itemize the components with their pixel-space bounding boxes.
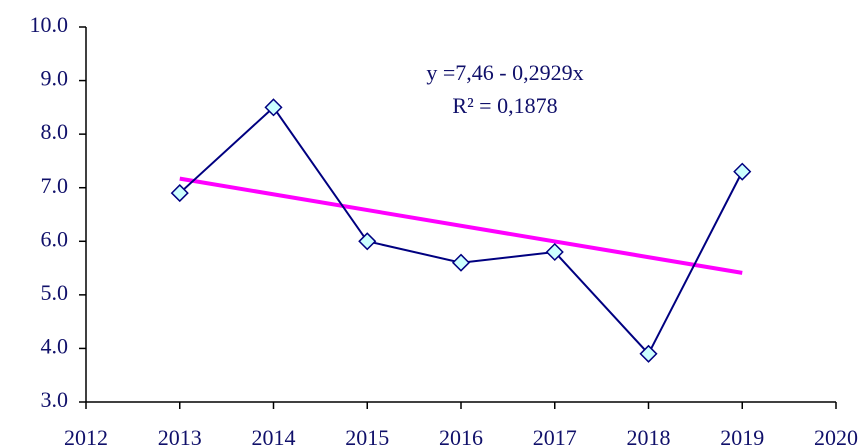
x-tick-label: 2013 — [158, 425, 202, 448]
x-tick-label: 2020 — [814, 425, 858, 448]
x-tick-label: 2018 — [627, 425, 671, 448]
r-squared: R² = 0,1878 — [452, 93, 557, 118]
marker — [545, 242, 564, 262]
marker — [639, 344, 658, 363]
equation: y =7,46 - 0,2929x — [426, 60, 583, 85]
y-tick-label: 6.0 — [41, 226, 69, 251]
y-tick-label: 8.0 — [41, 119, 69, 144]
marker — [170, 184, 189, 203]
x-tick-label: 2019 — [720, 425, 764, 448]
y-tick-label: 5.0 — [41, 280, 69, 305]
x-tick-label: 2017 — [533, 425, 577, 448]
y-tick-label: 10.0 — [30, 12, 69, 37]
x-tick-label: 2016 — [439, 425, 483, 448]
marker — [451, 253, 471, 272]
marker — [358, 232, 377, 251]
marker — [733, 162, 752, 181]
marker — [264, 98, 283, 117]
data-line — [179, 105, 744, 356]
x-tick-label: 2012 — [64, 425, 108, 448]
y-tick-label: 7.0 — [41, 173, 69, 198]
x-tick-label: 2014 — [252, 425, 296, 448]
y-tick-label: 3.0 — [41, 387, 69, 412]
trend-line — [179, 176, 743, 275]
y-tick-label: 9.0 — [41, 66, 69, 91]
x-tick-label: 2015 — [345, 425, 389, 448]
y-tick-label: 4.0 — [41, 333, 69, 358]
